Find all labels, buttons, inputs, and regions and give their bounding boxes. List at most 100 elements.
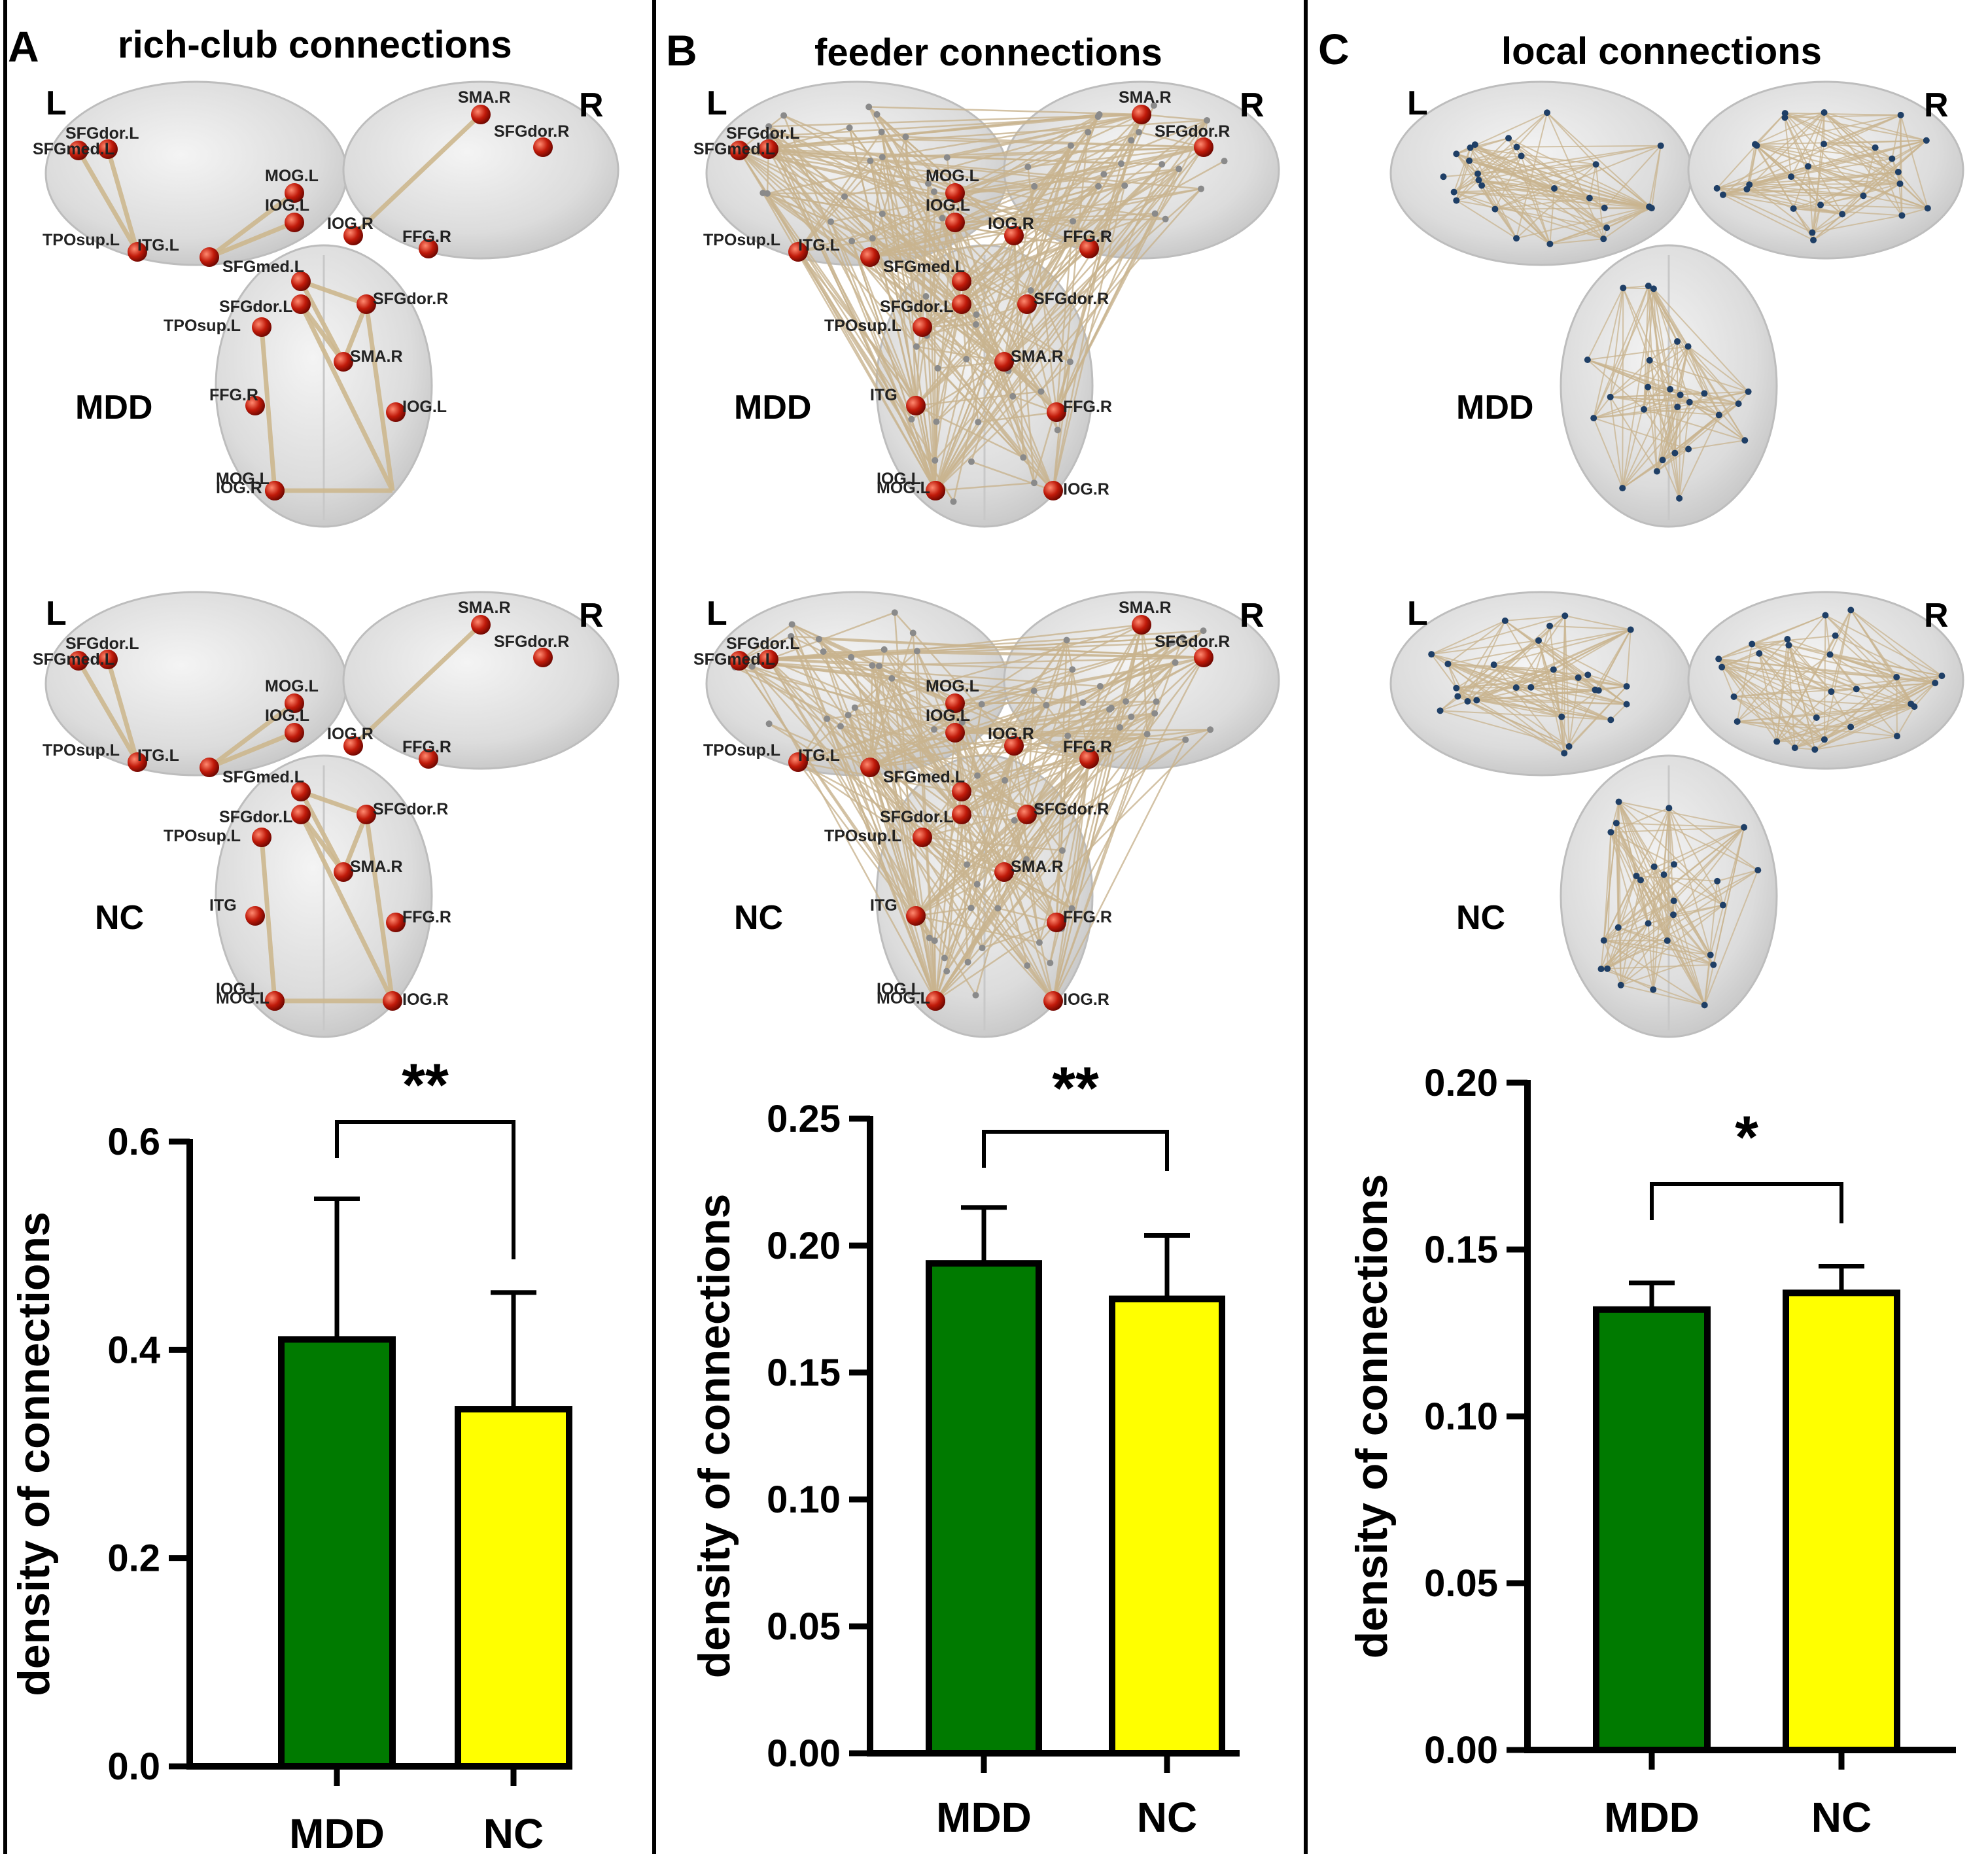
brain-renderings: L RMDDSFGdor.LSFGmed.LSMA.RSFGdor.RMOG.LI… xyxy=(33,80,1964,1038)
network-edge xyxy=(1823,615,1826,740)
network-node xyxy=(1637,877,1645,884)
node-label: SFGmed.L xyxy=(222,258,304,276)
network-node xyxy=(1822,612,1829,619)
network-edge xyxy=(1662,459,1681,499)
hub-node-icon xyxy=(252,828,271,847)
node-label: IOG.R xyxy=(1063,990,1109,1009)
network-edge xyxy=(1717,187,1843,215)
network-node xyxy=(1645,383,1652,391)
feeder-edge xyxy=(854,707,937,1002)
network-node xyxy=(865,103,873,111)
feeder-edge xyxy=(822,651,937,1002)
node-label: IOG.R xyxy=(988,725,1034,743)
feeder-edge xyxy=(882,146,1204,158)
network-node xyxy=(1009,393,1017,400)
network-node xyxy=(1607,716,1614,724)
network-edge xyxy=(1467,669,1554,702)
node-label: SFGmed.L xyxy=(883,768,965,786)
group-label: NC xyxy=(1456,899,1505,937)
network-node xyxy=(1512,684,1520,691)
y-axis-label: density of connections xyxy=(9,1212,59,1696)
network-node xyxy=(1600,236,1607,243)
group-label: MDD xyxy=(734,389,811,427)
brain-group-b-nc: L RNCSFGdor.LSFGmed.LSMA.RSFGdor.RMOG.LIO… xyxy=(693,591,1280,1038)
network-edge xyxy=(1850,609,1936,684)
network-node xyxy=(1893,733,1900,740)
network-node xyxy=(1590,415,1597,422)
network-node xyxy=(1034,803,1041,811)
hub-node-icon xyxy=(291,294,311,314)
network-node xyxy=(881,646,888,653)
feeder-edge xyxy=(854,623,1142,708)
network-node xyxy=(1821,109,1828,116)
network-node xyxy=(1475,177,1482,184)
network-edge xyxy=(1754,112,1824,145)
panel-letter-b: B xyxy=(666,26,697,75)
feeder-edge xyxy=(1003,871,1073,909)
node-label: IOG.L xyxy=(877,470,921,488)
network-edge xyxy=(1656,341,1679,472)
feeder-edge xyxy=(926,335,1054,491)
network-edge xyxy=(1622,406,1679,489)
network-edge xyxy=(1493,664,1611,721)
feeder-edge xyxy=(1026,642,1174,815)
network-edge xyxy=(1653,288,1689,347)
network-edge xyxy=(1749,184,1821,206)
network-edge xyxy=(1752,635,1836,645)
network-node xyxy=(824,715,831,722)
network-edge xyxy=(1722,194,1814,241)
network-edge xyxy=(1456,173,1478,201)
network-edge xyxy=(1812,215,1902,234)
network-edge xyxy=(1823,112,1903,216)
hub-node-icon xyxy=(245,396,265,415)
hub-node-icon xyxy=(291,782,311,801)
network-node xyxy=(1813,714,1820,721)
network-edge xyxy=(1718,658,1911,705)
rich-club-edge xyxy=(364,304,395,491)
network-node xyxy=(1467,144,1474,151)
hemisphere-left-label: L xyxy=(706,595,727,633)
feeder-edge xyxy=(791,624,937,1002)
network-edge xyxy=(1593,417,1689,450)
network-edge xyxy=(1607,964,1714,970)
network-node xyxy=(1811,746,1819,753)
network-edge xyxy=(1717,881,1724,905)
hub-node-icon xyxy=(343,226,363,245)
network-node xyxy=(1701,1002,1708,1009)
feeder-edge xyxy=(933,191,1055,491)
feeder-edge xyxy=(946,758,1090,972)
hub-node-icon xyxy=(788,752,808,772)
node-label: ITG xyxy=(209,896,237,915)
feeder-edge xyxy=(883,649,963,792)
network-edge xyxy=(1622,287,1650,361)
network-edge xyxy=(1457,695,1627,705)
feeder-edge xyxy=(934,640,1068,1002)
network-node xyxy=(1734,718,1741,725)
network-node xyxy=(815,635,822,642)
network-edge xyxy=(1813,213,1843,241)
feeder-edge xyxy=(1052,686,1102,1002)
rich-club-edge xyxy=(300,789,368,817)
feeder-edge xyxy=(854,707,1055,1002)
node-label: ITG xyxy=(870,896,898,915)
feeder-edge xyxy=(1052,362,1072,491)
network-node xyxy=(848,237,856,245)
network-edge xyxy=(1721,638,1788,668)
network-node xyxy=(1667,385,1674,393)
network-edge xyxy=(1467,690,1599,703)
hub-node-icon xyxy=(357,805,376,824)
panel-title-a: rich-club connections xyxy=(118,24,512,66)
network-node xyxy=(1565,743,1573,750)
feeder-edge xyxy=(762,192,937,491)
network-edge xyxy=(1643,401,1690,410)
network-node xyxy=(931,937,938,944)
network-edge xyxy=(1618,801,1745,828)
network-node xyxy=(1058,847,1066,854)
network-edge xyxy=(1469,160,1551,245)
feeder-edge xyxy=(960,145,1072,305)
node-label: SFGdor.R xyxy=(1155,633,1230,651)
network-edge xyxy=(1749,184,1813,234)
network-edge xyxy=(1668,808,1675,915)
network-edge xyxy=(1784,117,1821,205)
network-node xyxy=(845,712,852,719)
